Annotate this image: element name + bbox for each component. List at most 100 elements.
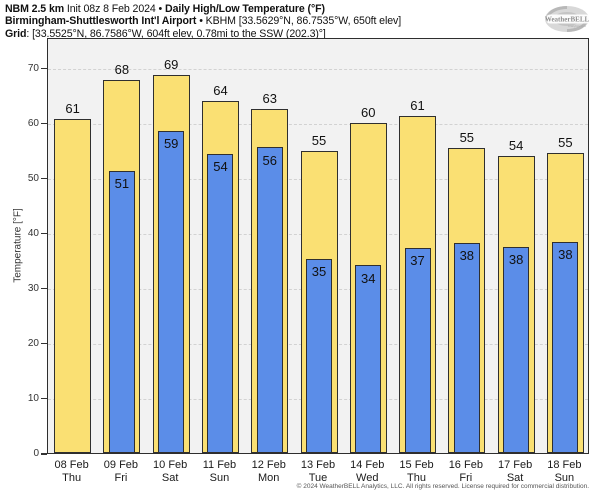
low-temp-bar <box>158 130 185 453</box>
high-temp-value-label: 61 <box>410 98 425 114</box>
x-axis-weekday-text: Mon <box>258 472 280 484</box>
copyright-text: © 2024 WeatherBELL Analytics, LLC. All r… <box>296 483 589 490</box>
x-axis-date-text: 15 Feb <box>399 459 434 471</box>
x-axis-date-text: 14 Feb <box>350 459 385 471</box>
weatherbell-logo-icon: WeatherBELL Analytics LLC <box>545 6 590 32</box>
x-axis-day-label: 17 Feb Sat <box>483 459 547 485</box>
header-text-segment: • KBHM [33.5629°N, 86.7535°W, 650ft elev… <box>196 15 402 28</box>
x-axis-weekday-text: Sat <box>506 472 524 484</box>
y-axis-tick-label: 40 <box>27 227 39 239</box>
x-axis-date-text: 16 Feb <box>448 459 483 471</box>
x-axis-date-text: 09 Feb <box>103 459 139 471</box>
x-axis-date-text: 17 Feb <box>497 459 533 471</box>
low-temp-bar <box>207 153 234 453</box>
header-text-segment: Birmingham-Shuttlesworth Int'l Airport <box>5 15 197 28</box>
x-axis-day-label: 18 Feb Sun <box>532 459 596 485</box>
low-temp-bar <box>453 242 480 453</box>
high-temp-value-label: 55 <box>558 134 573 150</box>
x-axis-weekday-text: Sat <box>161 472 179 484</box>
y-axis-tick <box>41 287 47 290</box>
x-axis-date-text: 13 Feb <box>300 459 336 471</box>
high-temp-value-label: 63 <box>262 91 277 107</box>
x-axis-weekday-text: Sun <box>209 472 230 484</box>
low-temp-value-label: 59 <box>163 136 179 152</box>
x-axis-day-label: 11 Feb Sun <box>187 459 251 485</box>
low-temp-bar <box>306 258 332 453</box>
x-axis-date-text: 10 Feb <box>153 459 188 471</box>
x-axis-date-text: 11 Feb <box>202 459 237 471</box>
y-axis-tick <box>41 453 47 455</box>
low-temp-value-label: 35 <box>311 264 327 280</box>
header-text-segment: Daily High/Low Temperature (°F) <box>165 3 325 15</box>
y-axis-tick-label: 20 <box>27 337 39 349</box>
chart-header: NBM 2.5 km Init 08z 8 Feb 2024 • Daily H… <box>5 3 401 40</box>
low-temp-value-label: 38 <box>558 247 573 263</box>
low-temp-value-label: 56 <box>262 152 277 168</box>
y-axis-tick <box>41 67 47 70</box>
weatherbell-logo-text: WeatherBELL <box>545 16 590 24</box>
low-temp-bar <box>355 265 382 453</box>
x-axis-day-label: 15 Feb Thu <box>385 459 449 485</box>
x-axis-day-label: 09 Feb Fri <box>89 459 153 485</box>
y-axis-tick <box>41 122 47 125</box>
high-temp-value-label: 55 <box>459 130 475 146</box>
low-temp-value-label: 54 <box>213 159 228 175</box>
y-axis-tick <box>41 397 47 400</box>
low-temp-value-label: 51 <box>114 176 130 192</box>
header-line-1: NBM 2.5 km Init 08z 8 Feb 2024 • Daily H… <box>5 3 401 15</box>
low-temp-value-label: 38 <box>508 252 524 268</box>
x-axis-day-label: 10 Feb Sat <box>138 459 202 485</box>
x-axis-day-label: 14 Feb Wed <box>335 459 399 485</box>
y-axis-tick <box>41 232 47 235</box>
high-temp-value-label: 68 <box>114 61 130 77</box>
high-temp-bar <box>54 119 92 453</box>
high-temp-value-label: 60 <box>361 105 376 121</box>
x-axis-weekday-text: Fri <box>114 472 128 484</box>
low-temp-bar <box>256 147 283 453</box>
header-line-3: Grid: [33.5525°N, 86.7586°W, 604ft elev,… <box>5 28 401 40</box>
y-axis-title: Temperature [°F] <box>12 208 24 283</box>
x-axis-day-label: 08 Feb Thu <box>40 459 104 485</box>
header-line-2: Birmingham-Shuttlesworth Int'l Airport •… <box>5 15 401 27</box>
x-axis-date-text: 08 Feb <box>54 459 89 471</box>
high-temp-value-label: 64 <box>213 82 228 98</box>
x-axis-day-label: 12 Feb Mon <box>237 459 301 485</box>
header-text-segment: Init 08z 8 Feb 2024 • <box>64 3 166 15</box>
y-axis-tick <box>41 342 47 345</box>
y-axis-tick-label: 0 <box>33 448 39 459</box>
gridline-60 <box>48 124 588 126</box>
x-axis-weekday-text: Wed <box>356 472 379 484</box>
x-axis-day-label: 16 Feb Fri <box>434 459 498 485</box>
header-text-segment: NBM 2.5 km <box>5 3 65 15</box>
y-axis-tick-label: 60 <box>27 117 39 129</box>
low-temp-value-label: 34 <box>361 270 376 286</box>
x-axis-date-text: 18 Feb <box>547 459 582 471</box>
gridline-70 <box>48 69 588 71</box>
weatherbell-logo-subtext: Analytics LLC <box>568 24 587 28</box>
low-temp-bar <box>108 170 135 453</box>
header-text-segment: Grid <box>5 27 27 40</box>
y-axis-tick-label: 30 <box>27 282 39 294</box>
low-temp-value-label: 37 <box>410 253 425 269</box>
high-temp-value-label: 54 <box>508 138 524 154</box>
low-temp-bar <box>503 246 530 453</box>
plot-area: 61 68 51 69 59 64 54 63 56 55 35 60 34 61 37 55 38 54 38 55… <box>47 38 589 454</box>
low-temp-bar <box>404 247 431 453</box>
low-temp-bar <box>552 241 579 453</box>
header-text-segment: : [33.5525°N, 86.7586°W, 604ft elev, 0.7… <box>26 27 326 40</box>
x-axis-day-label: 13 Feb Tue <box>286 459 350 485</box>
high-temp-value-label: 69 <box>163 56 179 72</box>
x-axis-date-text: 12 Feb <box>251 459 286 471</box>
y-axis-tick-label: 70 <box>27 62 39 74</box>
low-temp-value-label: 38 <box>459 248 475 264</box>
x-axis-weekday-text: Tue <box>308 472 328 484</box>
x-axis-weekday-text: Thu <box>407 472 427 484</box>
x-axis-weekday-text: Thu <box>62 472 82 484</box>
high-temp-value-label: 61 <box>65 101 80 116</box>
x-axis-weekday-text: Sun <box>554 472 575 484</box>
high-temp-value-label: 55 <box>311 133 327 149</box>
x-axis-weekday-text: Fri <box>459 472 473 484</box>
y-axis-tick <box>41 177 47 180</box>
y-axis-tick-label: 50 <box>27 172 39 184</box>
y-axis-tick-label: 10 <box>27 392 39 404</box>
